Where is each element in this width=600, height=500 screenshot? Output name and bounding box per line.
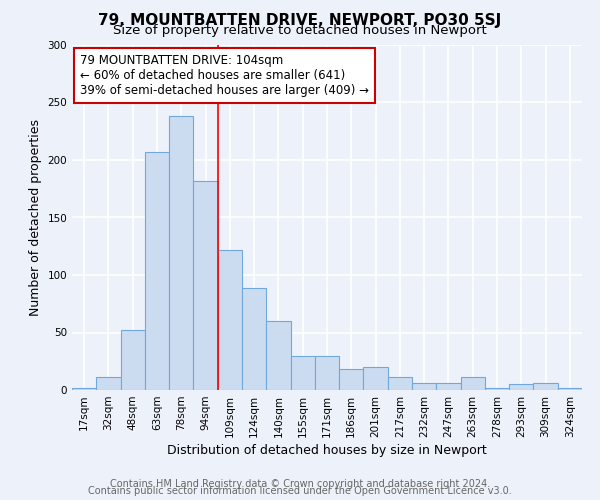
Bar	[461, 378, 485, 390]
Bar	[242, 288, 266, 390]
Text: Contains HM Land Registry data © Crown copyright and database right 2024.: Contains HM Land Registry data © Crown c…	[110, 479, 490, 489]
X-axis label: Distribution of detached houses by size in Newport: Distribution of detached houses by size …	[167, 444, 487, 457]
Bar	[364, 367, 388, 390]
Y-axis label: Number of detached properties: Number of detached properties	[29, 119, 42, 316]
Bar	[72, 388, 96, 390]
Bar	[533, 383, 558, 390]
Bar	[339, 370, 364, 390]
Bar	[145, 152, 169, 390]
Bar	[218, 250, 242, 390]
Text: 79, MOUNTBATTEN DRIVE, NEWPORT, PO30 5SJ: 79, MOUNTBATTEN DRIVE, NEWPORT, PO30 5SJ	[98, 12, 502, 28]
Bar	[388, 378, 412, 390]
Bar	[96, 378, 121, 390]
Bar	[169, 116, 193, 390]
Text: Contains public sector information licensed under the Open Government Licence v3: Contains public sector information licen…	[88, 486, 512, 496]
Text: 79 MOUNTBATTEN DRIVE: 104sqm
← 60% of detached houses are smaller (641)
39% of s: 79 MOUNTBATTEN DRIVE: 104sqm ← 60% of de…	[80, 54, 368, 96]
Bar	[266, 321, 290, 390]
Bar	[121, 330, 145, 390]
Bar	[290, 356, 315, 390]
Bar	[412, 383, 436, 390]
Bar	[193, 180, 218, 390]
Bar	[485, 388, 509, 390]
Bar	[436, 383, 461, 390]
Bar	[558, 388, 582, 390]
Text: Size of property relative to detached houses in Newport: Size of property relative to detached ho…	[113, 24, 487, 37]
Bar	[509, 384, 533, 390]
Bar	[315, 356, 339, 390]
